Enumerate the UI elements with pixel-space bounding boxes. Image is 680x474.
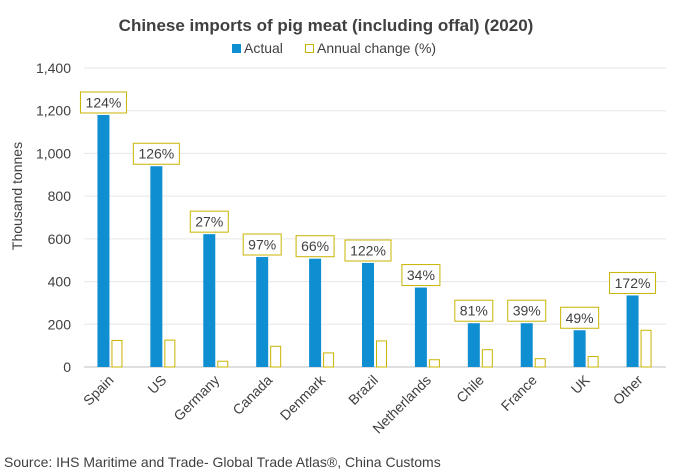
y-tick-label: 1,200	[36, 103, 71, 119]
x-tick-label-canada: Canada	[229, 372, 275, 418]
bars-actual	[97, 114, 639, 367]
legend-swatch-annual-change	[305, 44, 314, 53]
legend-label-actual: Actual	[244, 40, 283, 56]
bars-annual-change	[111, 329, 652, 368]
annual-change-label-box	[560, 306, 600, 329]
bar-actual-canada	[256, 257, 269, 367]
annual-change-label: 66%	[301, 238, 329, 254]
legend: Actual Annual change (%)	[232, 40, 436, 56]
annual-change-label-box	[242, 233, 282, 256]
y-tick-label: 0	[63, 359, 71, 375]
legend-label-annual-change: Annual change (%)	[317, 40, 436, 56]
bar-annual-change-canada	[270, 345, 282, 368]
gridlines	[84, 67, 666, 325]
annual-change-label: 49%	[566, 310, 594, 326]
annual-change-label: 34%	[407, 267, 435, 283]
bar-annual-change-us	[164, 339, 176, 368]
source-note: Source: IHS Maritime and Trade- Global T…	[4, 454, 441, 470]
x-tick-label-france: France	[498, 372, 540, 414]
annual-change-label-box	[609, 271, 657, 294]
y-tick-label: 1,000	[36, 145, 71, 161]
annual-change-labels: 124% 126% 27% 97% 66% 122% 34% 81% 39% 49% 172%	[79, 91, 657, 329]
x-tick-label-uk: UK	[568, 371, 594, 397]
annual-change-label-box	[189, 210, 229, 233]
annual-change-label-box	[507, 299, 547, 322]
bar-actual-spain	[97, 114, 110, 367]
bar-actual-other	[626, 295, 639, 367]
bar-actual-germany	[203, 234, 216, 367]
annual-change-label: 126%	[138, 146, 174, 162]
annual-change-label-box	[132, 142, 180, 165]
annual-change-label: 122%	[350, 242, 386, 258]
annual-change-label-box	[401, 264, 441, 287]
annual-change-label-box	[79, 91, 127, 114]
annual-change-label: 27%	[195, 214, 223, 230]
y-tick-label: 400	[48, 274, 72, 290]
y-axis-label: Thousand tonnes	[9, 142, 25, 250]
bar-annual-change-germany	[217, 360, 229, 368]
y-tick-label: 600	[48, 231, 72, 247]
bar-annual-change-chile	[481, 349, 493, 368]
bar-annual-change-denmark	[323, 352, 335, 368]
x-tick-label-spain: Spain	[80, 372, 117, 409]
legend-swatch-actual	[232, 44, 241, 53]
bar-annual-change-spain	[111, 340, 123, 368]
annual-change-label-box	[344, 239, 392, 262]
bar-actual-france	[520, 323, 533, 367]
chart-title: Chinese imports of pig meat (including o…	[119, 16, 534, 35]
bar-actual-netherlands	[414, 287, 427, 367]
x-tick-label-germany: Germany	[170, 372, 222, 424]
bar-actual-denmark	[309, 258, 322, 367]
x-tick-label-other: Other	[610, 372, 646, 408]
bar-actual-brazil	[362, 262, 374, 367]
annual-change-label: 172%	[615, 275, 651, 291]
annual-change-label: 124%	[86, 94, 122, 110]
bar-annual-change-uk	[587, 356, 599, 368]
x-tick-label-us: US	[144, 372, 169, 397]
annual-change-label-box	[295, 235, 335, 258]
bar-actual-chile	[467, 323, 480, 367]
y-axis-ticks: 0 200 400 600 800 1,000 1,200 1,400	[36, 60, 71, 375]
y-tick-label: 800	[48, 188, 72, 204]
x-axis-ticks: Spain US Germany Canada Denmark BrazilNetherl…	[80, 371, 646, 436]
bar-annual-change-france	[534, 358, 546, 368]
bar-actual-uk	[573, 330, 586, 367]
bar-annual-change-brazil	[376, 340, 387, 368]
x-tick-label-chile: Chile	[453, 372, 487, 406]
bar-annual-change-other	[640, 329, 652, 368]
annual-change-label: 81%	[460, 303, 488, 319]
bar-annual-change-netherlands	[428, 359, 440, 368]
y-tick-label: 200	[48, 316, 72, 332]
x-tick-label-brazil: Brazil	[345, 372, 381, 408]
bar-actual-us	[150, 166, 163, 367]
annual-change-label: 97%	[248, 237, 276, 253]
x-tick-label-denmark: Denmark	[277, 371, 329, 423]
annual-change-label: 39%	[513, 303, 541, 319]
y-tick-label: 1,400	[36, 60, 71, 76]
annual-change-label-box	[454, 299, 494, 322]
